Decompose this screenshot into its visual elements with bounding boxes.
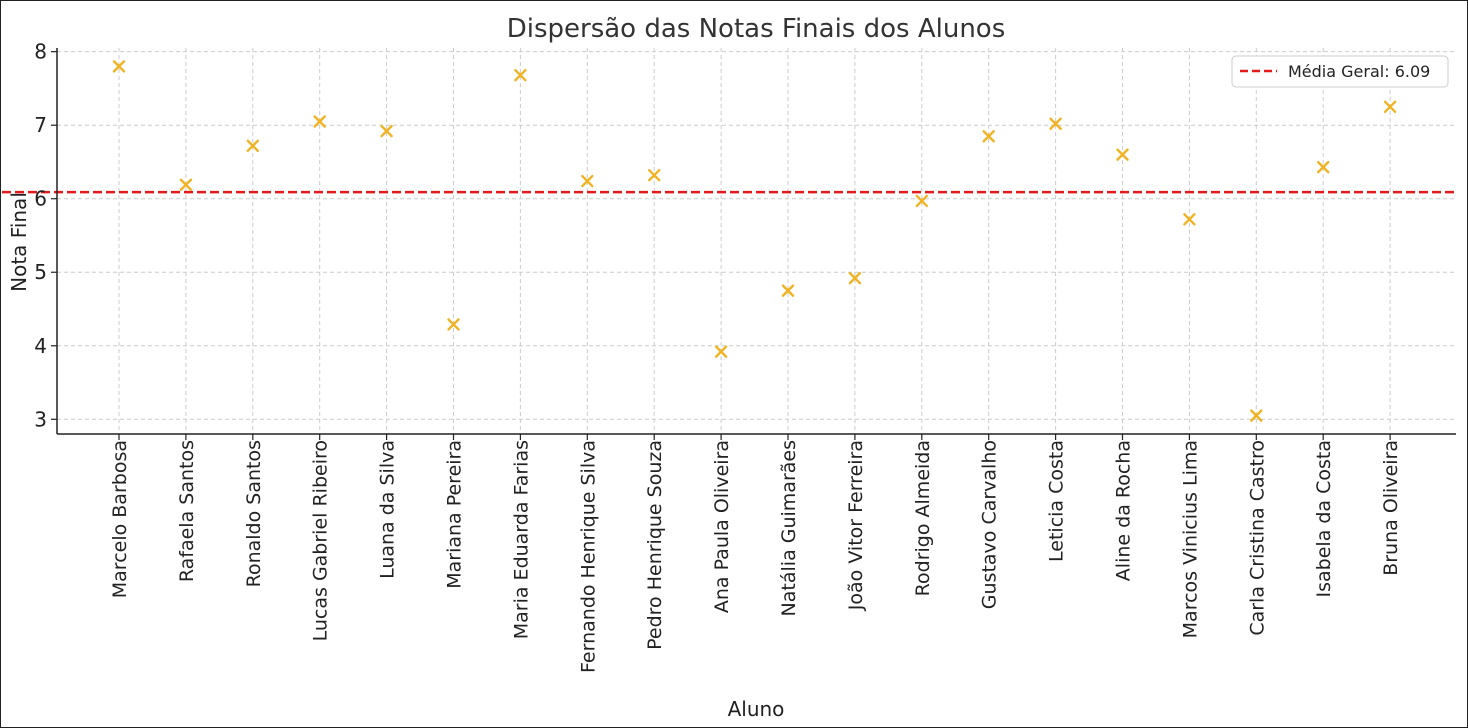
y-tick-label: 6 bbox=[34, 187, 47, 211]
y-tick-label: 4 bbox=[34, 334, 47, 358]
data-point-marker bbox=[514, 69, 527, 82]
chart-title: Dispersão das Notas Finais dos Alunos bbox=[507, 14, 1006, 44]
data-points bbox=[112, 60, 1397, 422]
grid bbox=[57, 48, 1456, 434]
x-tick-label: Rafaela Santos bbox=[176, 440, 198, 582]
data-point-marker bbox=[915, 194, 928, 208]
data-point-marker bbox=[848, 271, 862, 285]
y-tick-label: 5 bbox=[34, 260, 47, 284]
y-axis-label: Nota Final bbox=[7, 192, 31, 292]
x-tick-label: Leticia Costa bbox=[1046, 440, 1068, 562]
x-tick-label: Marcos Vinicius Lima bbox=[1179, 440, 1201, 638]
x-tick-label: Lucas Gabriel Ribeiro bbox=[310, 440, 332, 641]
axes bbox=[51, 48, 1456, 440]
data-point-marker bbox=[1250, 409, 1263, 422]
y-tick-label: 7 bbox=[34, 113, 47, 137]
x-tick-label: Rodrigo Almeida bbox=[912, 440, 934, 596]
x-tick-label: Fernando Henrique Silva bbox=[577, 440, 599, 673]
x-tick-label: Mariana Pereira bbox=[444, 440, 466, 589]
x-tick-label: Maria Eduarda Farias bbox=[510, 440, 532, 639]
x-tick-label: Ana Paula Oliveira bbox=[711, 440, 733, 613]
data-point-marker bbox=[1049, 117, 1062, 130]
x-tick-label: João Vitor Ferreira bbox=[845, 440, 867, 611]
x-tick-label: Aline da Rocha bbox=[1113, 440, 1135, 581]
x-tick-label: Carla Cristina Castro bbox=[1246, 440, 1268, 636]
x-tick-labels: Marcelo Barbosa Rafaela Santos Ronaldo San… bbox=[109, 440, 1402, 673]
x-tick-label: Isabela da Costa bbox=[1313, 440, 1335, 597]
x-tick-label: Natália Guimarães bbox=[778, 440, 800, 616]
y-tick-label: 8 bbox=[34, 40, 47, 64]
legend-label: Média Geral: 6.09 bbox=[1288, 62, 1430, 81]
data-point-marker bbox=[1116, 148, 1129, 161]
data-point-marker bbox=[1183, 213, 1196, 226]
data-point-marker bbox=[246, 139, 259, 152]
data-point-marker bbox=[1316, 160, 1330, 174]
x-tick-label: Luana da Silva bbox=[377, 440, 399, 579]
data-point-marker bbox=[313, 115, 326, 128]
x-tick-label: Gustavo Carvalho bbox=[979, 440, 1001, 609]
data-point-marker bbox=[982, 130, 995, 143]
data-point-marker bbox=[447, 318, 460, 331]
legend: Média Geral: 6.09 bbox=[1231, 55, 1449, 88]
x-axis-label: Aluno bbox=[728, 697, 785, 721]
x-tick-label: Bruna Oliveira bbox=[1380, 440, 1402, 576]
data-point-marker bbox=[648, 168, 661, 182]
legend-box bbox=[1231, 55, 1449, 88]
data-point-marker bbox=[112, 60, 126, 73]
data-point-marker bbox=[179, 178, 193, 191]
x-tick-label: Pedro Henrique Souza bbox=[644, 440, 666, 650]
data-point-marker bbox=[581, 174, 594, 188]
y-tick-label: 3 bbox=[34, 407, 47, 431]
x-tick-label: Ronaldo Santos bbox=[243, 440, 265, 587]
y-tick-labels: 3 4 5 6 7 8 bbox=[34, 40, 47, 432]
data-point-marker bbox=[714, 345, 728, 358]
data-point-marker bbox=[380, 124, 393, 138]
data-point-marker bbox=[1383, 100, 1397, 114]
x-tick-label: Marcelo Barbosa bbox=[109, 440, 131, 598]
data-point-marker bbox=[781, 284, 795, 297]
